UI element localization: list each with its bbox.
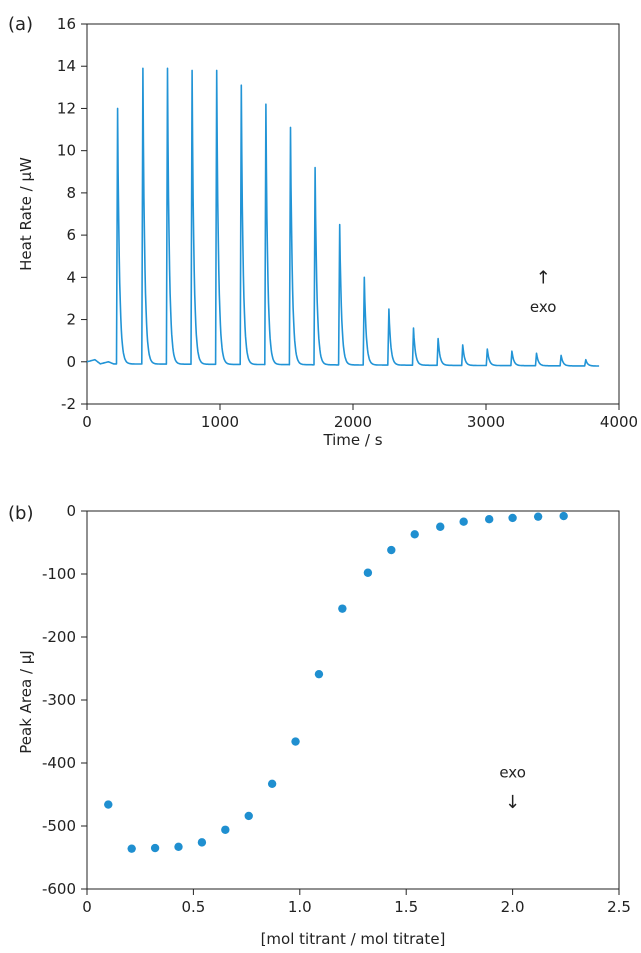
panel-a-exo-label: exo (530, 298, 557, 316)
panel-b-x-axis-label: [mol titrant / mol titrate] (261, 930, 446, 948)
panel-a-y-tick-label: 8 (66, 184, 76, 202)
panel-a-x-tick-label: 3000 (467, 413, 505, 431)
panel-b-x-tick-label: 2.0 (501, 898, 525, 916)
panel-b-data-point (338, 604, 347, 613)
panel-a-y-tick-label: 4 (66, 268, 76, 286)
panel-b-data-point (197, 838, 207, 847)
panel-b-x-tick-label: 1.5 (394, 898, 418, 916)
panel-b-data-point (127, 844, 136, 853)
panel-a-heat-trace (86, 67, 600, 367)
panel-a-x-tick-label: 2000 (334, 413, 372, 431)
panel-a-y-tick-label: -2 (61, 395, 76, 413)
panel-b-x-tick-label: 0.5 (181, 898, 205, 916)
panel-b-data-point (314, 669, 324, 679)
panel-b-y-tick-label: -200 (42, 628, 76, 646)
panel-b-data-point (508, 513, 517, 523)
panel-b-data-point (267, 779, 277, 788)
panel-a-x-axis-label: Time / s (322, 431, 382, 449)
panel-a-y-tick-label: 0 (66, 353, 76, 371)
panel-b-data-point (104, 800, 113, 809)
panel-b-data-point (221, 825, 230, 834)
panel-b-data-point (150, 843, 160, 853)
panel-b-y-tick-label: -600 (42, 880, 76, 898)
panel-b-exo-label: exo (499, 763, 526, 781)
panel-b-plot-frame (86, 510, 620, 890)
panel-a-y-tick-label: 6 (66, 226, 76, 244)
panel-b-y-axis-label: Peak Area / µJ (17, 650, 35, 753)
panel-b-y-tick-label: -100 (42, 565, 76, 583)
panel-a-x-tick-label: 0 (82, 413, 92, 431)
panel-b-x-tick-label: 2.5 (607, 898, 631, 916)
panel-b-data-point (244, 811, 253, 821)
panel-a-y-tick-label: 16 (57, 15, 76, 33)
panel-b-label: (b) (8, 503, 33, 524)
panel-b-exo-arrow: ↓ (505, 792, 520, 813)
panel-a-y-axis-label: Heat Rate / µW (17, 157, 35, 271)
panel-b-y-tick-label: 0 (66, 502, 76, 520)
panel-b-data-point (533, 512, 543, 521)
panel-b-data-point (291, 737, 300, 746)
panel-a-y-tick-label: 10 (57, 142, 76, 160)
panel-b-data-point (436, 522, 445, 531)
panel-b-data-point (559, 511, 568, 521)
panel-b-data-point (459, 517, 468, 526)
panel-b-data-point (484, 514, 494, 524)
panel-b-y-tick-label: -500 (42, 817, 76, 835)
panel-b-data-point (174, 842, 183, 851)
panel-a-label: (a) (8, 14, 33, 35)
panel-b-data-point (410, 530, 419, 539)
panel-b: (b) Peak Area / µJ [mol titrant / mol ti… (8, 502, 631, 948)
panel-a-x-tick-label: 1000 (201, 413, 239, 431)
panel-a-x-tick-label: 4000 (600, 413, 638, 431)
panel-a-y-tick-label: 14 (57, 57, 76, 75)
panel-b-data-point (387, 545, 396, 555)
panel-a: (a) Heat Rate / µW Time / s ↑ exo 0 1000 2… (8, 14, 638, 449)
panel-a-y-tick-label: 2 (66, 311, 76, 329)
panel-b-data-point (363, 568, 373, 577)
panel-a-exo-arrow: ↑ (536, 267, 551, 288)
panel-b-x-tick-label: 0 (82, 898, 92, 916)
panel-a-y-tick-label: 12 (57, 99, 76, 117)
panel-b-x-tick-label: 1.0 (288, 898, 312, 916)
panel-b-y-tick-label: -300 (42, 691, 76, 709)
panel-b-y-tick-label: -400 (42, 754, 76, 772)
